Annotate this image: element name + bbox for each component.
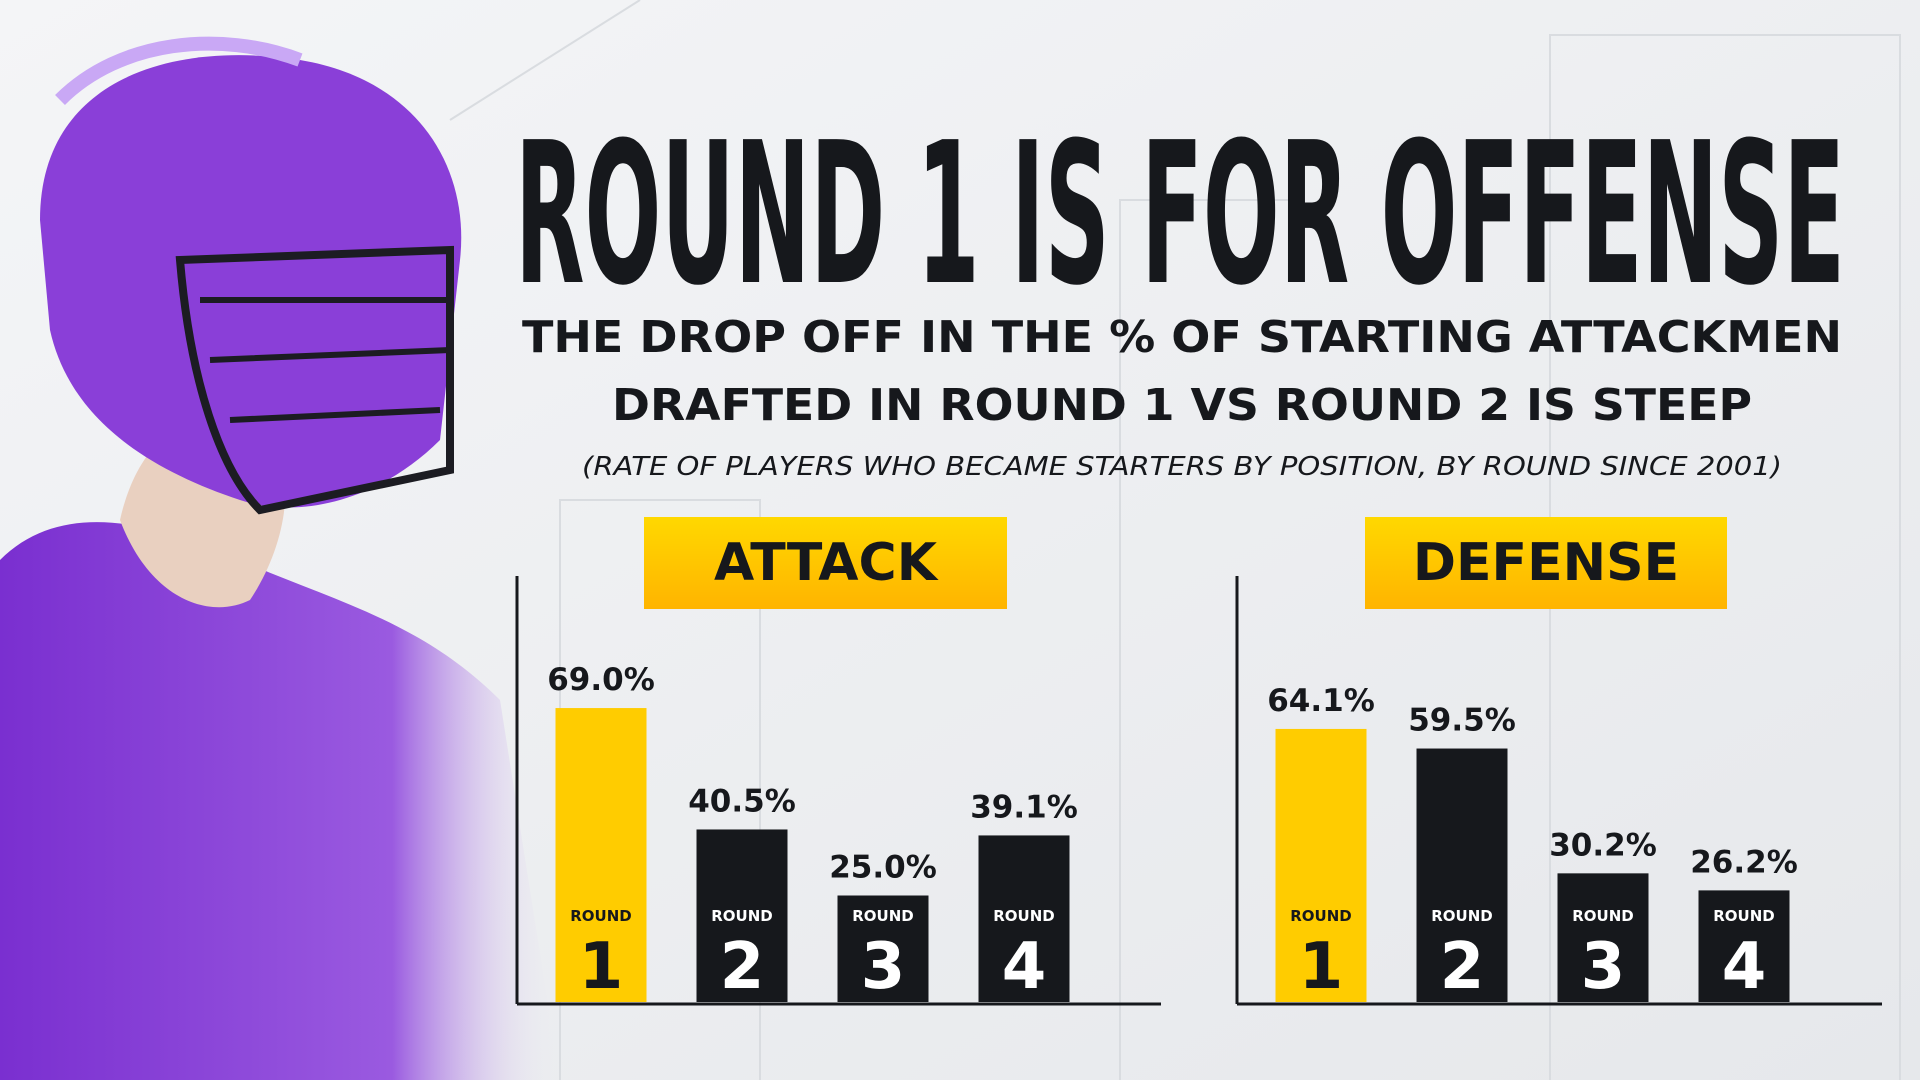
category-label: 1 <box>1299 930 1344 1004</box>
chart-title-box <box>644 517 1007 609</box>
category-prefix: ROUND <box>1572 907 1634 925</box>
category-prefix: ROUND <box>570 907 632 925</box>
value-label: 26.2% <box>1690 844 1798 880</box>
category-prefix: ROUND <box>1431 907 1493 925</box>
value-label: 39.1% <box>970 789 1078 825</box>
player-photo <box>0 36 560 1080</box>
bar <box>978 835 1070 1002</box>
bar <box>1557 873 1649 1002</box>
category-prefix: ROUND <box>1290 907 1352 925</box>
value-label: 64.1% <box>1267 683 1375 719</box>
subtitle-line: DRAFTED IN ROUND 1 VS ROUND 2 IS STEEP <box>612 380 1752 431</box>
bar <box>1275 728 1367 1002</box>
subtitle-line: THE DROP OFF IN THE % OF STARTING ATTACK… <box>522 312 1842 363</box>
bar <box>1416 748 1508 1002</box>
value-label: 40.5% <box>688 783 796 819</box>
category-label: 3 <box>1581 930 1626 1004</box>
note: (RATE OF PLAYERS WHO BECAME STARTERS BY … <box>582 452 1782 482</box>
category-label: 2 <box>1440 930 1485 1004</box>
value-label: 59.5% <box>1408 703 1516 739</box>
category-label: 2 <box>720 930 765 1004</box>
value-label: 30.2% <box>1549 827 1657 863</box>
bar <box>1698 890 1790 1002</box>
category-prefix: ROUND <box>993 907 1055 925</box>
category-label: 1 <box>579 930 624 1004</box>
title: ROUND 1 IS FOR OFFENSE <box>515 101 1845 329</box>
category-label: 3 <box>861 930 906 1004</box>
category-prefix: ROUND <box>852 907 914 925</box>
value-label: 69.0% <box>547 662 655 698</box>
category-label: 4 <box>1722 930 1767 1004</box>
category-prefix: ROUND <box>1713 907 1775 925</box>
category-label: 4 <box>1002 930 1047 1004</box>
bar <box>555 708 647 1002</box>
chart-title: ATTACK <box>714 533 939 593</box>
bar <box>837 895 929 1002</box>
category-prefix: ROUND <box>711 907 773 925</box>
bar <box>696 829 788 1002</box>
chart-title-box <box>1365 517 1727 609</box>
value-label: 25.0% <box>829 850 937 886</box>
chart-title: DEFENSE <box>1413 533 1679 593</box>
